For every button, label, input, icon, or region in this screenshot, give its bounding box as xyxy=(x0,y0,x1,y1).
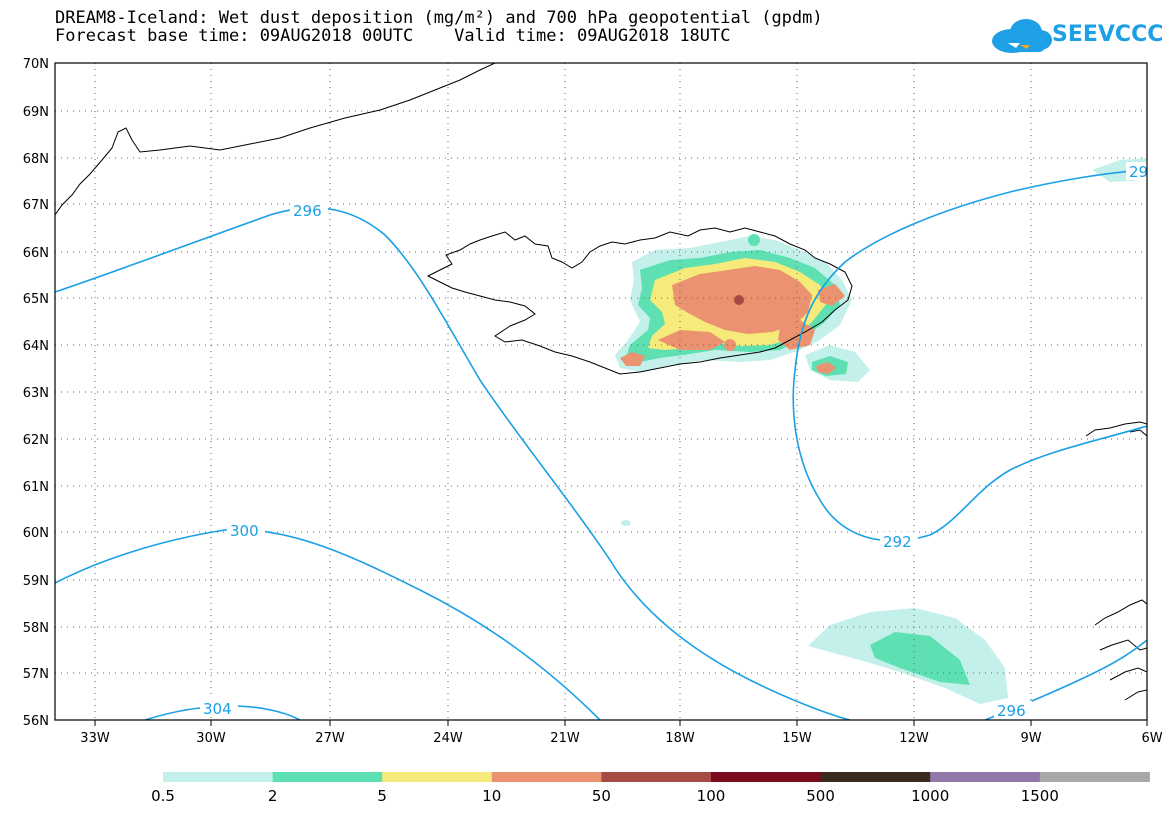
legend-swatch xyxy=(601,772,712,782)
latitude-labels: 70N 69N 68N 67N 66N 65N 64N 63N 62N 61N … xyxy=(23,57,49,729)
legend-label: 1500 xyxy=(1021,787,1059,805)
legend-swatch xyxy=(272,772,383,782)
lat-label: 61N xyxy=(23,480,49,495)
ticks xyxy=(94,720,1148,726)
lat-label: 66N xyxy=(23,246,49,261)
legend-label: 10 xyxy=(482,787,501,805)
graticule xyxy=(55,63,1147,720)
contour-labels: 296 300 304 292 296 29 xyxy=(200,162,1148,720)
dust-area-10 xyxy=(818,284,845,306)
lat-label: 56N xyxy=(23,714,49,729)
legend-swatch xyxy=(163,772,274,782)
coastlines xyxy=(55,63,1147,701)
legend-label: 1000 xyxy=(911,787,949,805)
lat-label: 58N xyxy=(23,621,49,636)
dust-area-10 xyxy=(778,320,815,350)
cloud-icon xyxy=(992,19,1052,53)
dust-area-10 xyxy=(658,330,725,350)
contour-label: 296 xyxy=(997,702,1026,720)
legend-swatch xyxy=(820,772,931,782)
contour-label: 292 xyxy=(883,533,912,551)
legend-label: 5 xyxy=(377,787,387,805)
lat-label: 65N xyxy=(23,292,49,307)
faroe-islands xyxy=(1085,421,1147,437)
lon-label: 6W xyxy=(1141,731,1162,746)
lat-label: 62N xyxy=(23,433,49,448)
chart-title: DREAM8-Iceland: Wet dust deposition (mg/… xyxy=(55,8,823,28)
legend-swatch xyxy=(711,772,822,782)
legend-swatch xyxy=(930,772,1041,782)
dust-area-2 xyxy=(870,632,970,685)
scotland-coast xyxy=(1094,599,1147,701)
contour-label: 304 xyxy=(203,700,232,718)
legend-label: 2 xyxy=(268,787,278,805)
lon-label: 24W xyxy=(433,731,463,746)
geopotential-contours xyxy=(55,169,1147,720)
lon-label: 30W xyxy=(196,731,226,746)
lon-label: 27W xyxy=(315,731,345,746)
lat-label: 68N xyxy=(23,152,49,167)
lon-label: 33W xyxy=(80,731,110,746)
contour-300 xyxy=(55,528,601,720)
lat-label: 67N xyxy=(23,198,49,213)
legend-label: 0.5 xyxy=(151,787,175,805)
lat-label: 59N xyxy=(23,574,49,589)
legend-swatch xyxy=(382,772,493,782)
seevccc-logo xyxy=(992,19,1052,53)
lon-label: 21W xyxy=(550,731,580,746)
lon-label: 12W xyxy=(899,731,929,746)
lat-label: 63N xyxy=(23,386,49,401)
legend-label: 50 xyxy=(592,787,611,805)
dust-area-10 xyxy=(816,362,836,374)
contour-296-west xyxy=(55,207,851,720)
lat-label: 60N xyxy=(23,526,49,541)
legend-label: 500 xyxy=(806,787,835,805)
iceland-coast xyxy=(426,227,853,375)
plot-frame xyxy=(54,62,1148,721)
longitude-labels: 33W 30W 27W 24W 21W 18W 15W 12W 9W 6W xyxy=(80,731,1162,746)
lat-label: 64N xyxy=(23,339,49,354)
lon-label: 15W xyxy=(782,731,812,746)
logo-text: SEEVCCC xyxy=(1052,22,1164,47)
lat-label: 57N xyxy=(23,667,49,682)
contour-label: 296 xyxy=(293,202,322,220)
dust-area-10 xyxy=(620,352,645,366)
lon-label: 18W xyxy=(665,731,695,746)
contour-label: 300 xyxy=(230,522,259,540)
contour-292 xyxy=(792,169,1147,542)
dust-area-0-5 xyxy=(621,520,631,526)
norway-coast-north xyxy=(1129,429,1147,437)
legend-swatch xyxy=(491,772,602,782)
legend-label: 100 xyxy=(697,787,726,805)
lon-label: 9W xyxy=(1020,731,1041,746)
legend-swatch xyxy=(1039,772,1150,782)
contour-label: 29 xyxy=(1129,163,1148,181)
lat-label: 69N xyxy=(23,105,49,120)
greenland-coast xyxy=(55,63,496,216)
chart-subtitle: Forecast base time: 09AUG2018 00UTC Vali… xyxy=(55,26,731,46)
lat-label: 70N xyxy=(23,57,49,72)
dust-area-50 xyxy=(734,295,744,305)
